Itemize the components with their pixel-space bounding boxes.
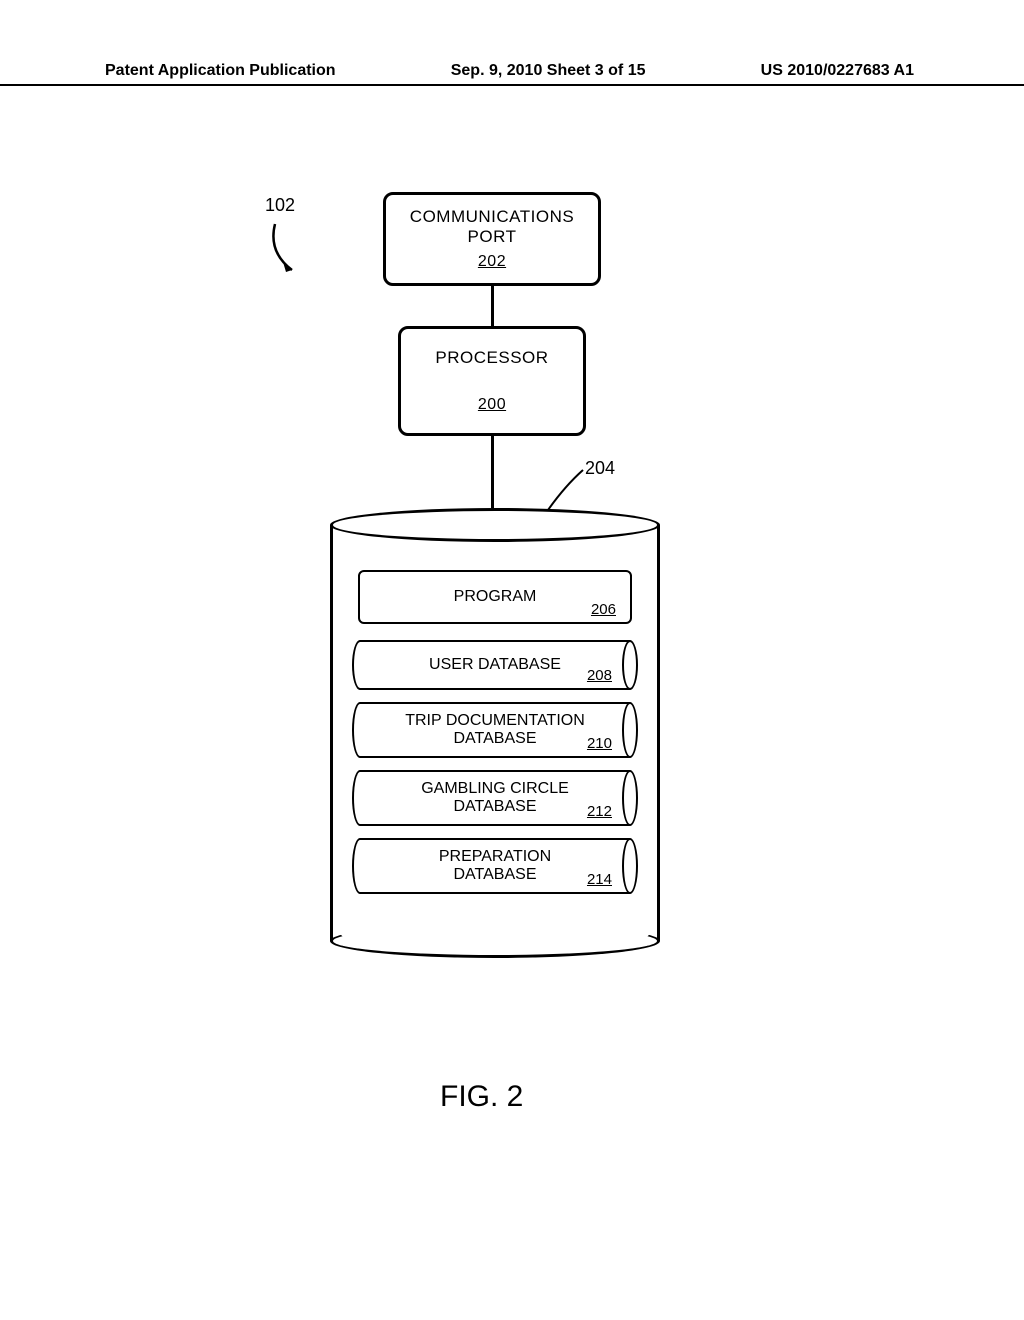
- block-circle-db: GAMBLING CIRCLE DATABASE 212: [352, 770, 638, 826]
- trip-db-label1: TRIP DOCUMENTATION: [405, 712, 585, 730]
- comm-port-ref: 202: [478, 253, 506, 271]
- connector-1: [491, 286, 494, 326]
- block-prep-db: PREPARATION DATABASE 214: [352, 838, 638, 894]
- header-right: US 2010/0227683 A1: [761, 62, 914, 80]
- ref-102: 102: [265, 195, 295, 216]
- trip-db-ref: 210: [587, 735, 612, 752]
- comm-port-label1: COMMUNICATIONS: [410, 207, 574, 227]
- processor-label: PROCESSOR: [435, 348, 548, 368]
- block-communications-port: COMMUNICATIONS PORT 202: [383, 192, 601, 286]
- header-left: Patent Application Publication: [105, 62, 336, 80]
- user-db-label: USER DATABASE: [429, 656, 561, 674]
- figure-label: FIG. 2: [440, 1080, 523, 1114]
- header-center: Sep. 9, 2010 Sheet 3 of 15: [451, 62, 646, 80]
- prep-db-label1: PREPARATION: [439, 848, 551, 866]
- block-program: PROGRAM 206: [358, 570, 632, 624]
- prep-db-label2: DATABASE: [454, 866, 537, 884]
- processor-ref: 200: [478, 396, 506, 414]
- program-ref: 206: [591, 601, 616, 618]
- prep-db-ref: 214: [587, 871, 612, 888]
- block-trip-db: TRIP DOCUMENTATION DATABASE 210: [352, 702, 638, 758]
- program-label: PROGRAM: [454, 588, 537, 606]
- ref-102-arrow: [260, 222, 320, 282]
- block-user-db: USER DATABASE 208: [352, 640, 638, 690]
- user-db-ref: 208: [587, 667, 612, 684]
- comm-port-label2: PORT: [468, 227, 517, 247]
- block-processor: PROCESSOR 200: [398, 326, 586, 436]
- circle-db-label2: DATABASE: [454, 798, 537, 816]
- page-header: Patent Application Publication Sep. 9, 2…: [0, 62, 1024, 86]
- storage-cylinder: PROGRAM 206 USER DATABASE 208 TRIP DOCUM…: [330, 508, 660, 958]
- trip-db-label2: DATABASE: [454, 730, 537, 748]
- circle-db-label1: GAMBLING CIRCLE: [421, 780, 569, 798]
- connector-2: [491, 436, 494, 508]
- circle-db-ref: 212: [587, 803, 612, 820]
